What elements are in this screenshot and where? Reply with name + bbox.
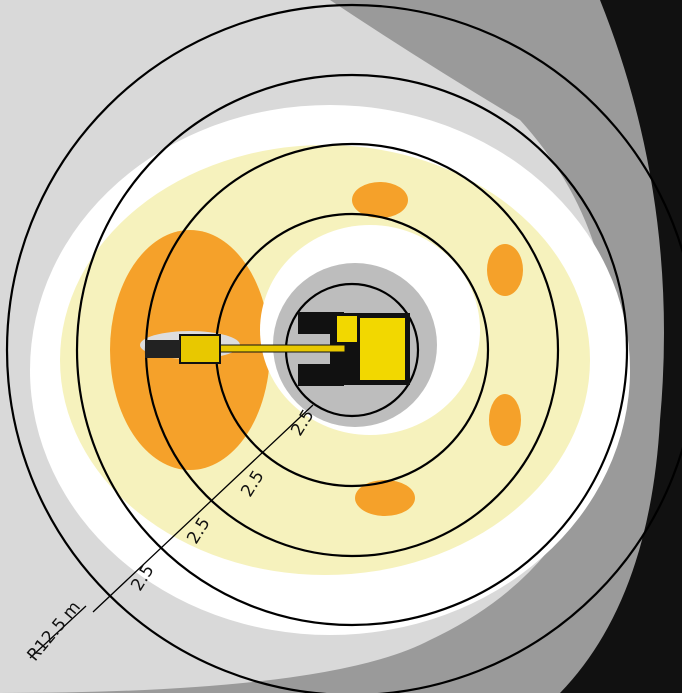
attachment	[145, 340, 180, 358]
dimension-line	[29, 605, 87, 659]
cab	[360, 318, 405, 380]
ring	[75, 73, 629, 627]
excavator	[145, 312, 410, 386]
orange-zone	[352, 182, 408, 218]
boom	[214, 344, 346, 353]
orange-zone	[489, 394, 521, 446]
bucket	[179, 334, 221, 364]
orange-zone	[355, 480, 415, 516]
cab	[337, 316, 357, 342]
dimension-lines	[29, 404, 314, 659]
orange-zone	[487, 244, 523, 296]
ring	[6, 4, 682, 693]
dimension-line	[92, 404, 314, 613]
